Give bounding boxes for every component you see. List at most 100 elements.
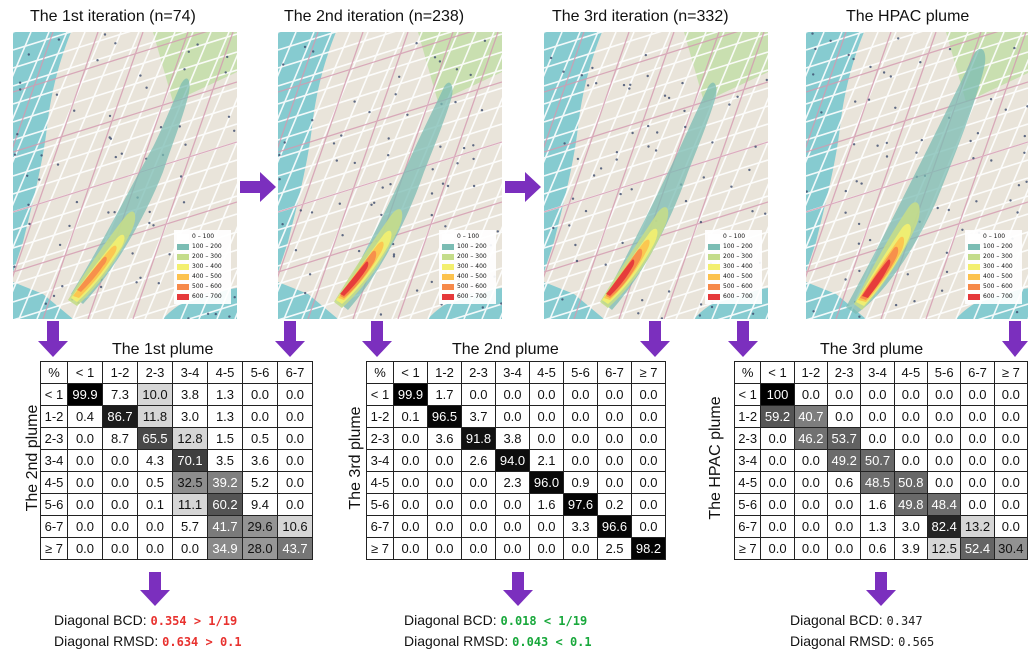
- matrix-col-header: 3-4: [495, 361, 530, 384]
- matrix-header-row: % < 1 1-2 2-3 3-4 4-5 5-6 6-7 ≥ 7: [366, 361, 666, 384]
- matrix-cell: 59.2: [760, 405, 795, 428]
- matrix-cell: 0.0: [137, 537, 173, 560]
- matrix-ylabel-3: The HPAC plume: [707, 396, 724, 520]
- matrix-cell: 0.0: [960, 383, 995, 406]
- legend-item: 0 – 100: [968, 232, 1020, 242]
- matrix-cell: 1.3: [860, 515, 895, 538]
- legend-item: 400 – 500: [968, 272, 1020, 282]
- matrix-row: ≥ 7 0.0 0.0 0.0 0.0 34.9 28.0 43.7: [40, 537, 313, 560]
- matrix-cell: 0.0: [793, 383, 829, 406]
- matrix-row-header: ≥ 7: [40, 537, 68, 560]
- legend-swatch: [442, 264, 454, 270]
- matrix-row-header: ≥ 7: [366, 537, 394, 560]
- legend-label: 300 – 400: [457, 263, 487, 270]
- matrix-cell: 0.0: [529, 515, 564, 538]
- matrix-cell: 0.0: [495, 405, 530, 428]
- matrix-col-header: < 1: [67, 361, 103, 384]
- down-arrow-icon: [140, 572, 170, 606]
- down-arrow-icon: [275, 321, 305, 357]
- matrix-cell: 91.8: [461, 427, 496, 450]
- bcd-label: Diagonal BCD:: [404, 612, 497, 628]
- matrix-cell: 0.0: [631, 405, 666, 428]
- legend-item: 500 – 600: [968, 282, 1020, 292]
- matrix-col-header: 1-2: [427, 361, 462, 384]
- plume-map-3: 0 – 100 100 – 200 200 – 300 300 – 400 400 – …: [544, 32, 768, 319]
- matrix-row-header: < 1: [40, 383, 68, 406]
- matrix-row-header: 2-3: [733, 427, 762, 450]
- matrix-cell: 0.0: [760, 537, 795, 560]
- matrix-row: 4-5 0.0 0.0 0.0 2.3 96.0 0.9 0.0 0.0: [366, 471, 666, 494]
- legend-item: 200 – 300: [177, 252, 229, 262]
- matrix-cell: 0.0: [461, 383, 496, 406]
- matrix-col-header: 6-7: [960, 361, 995, 384]
- map-title-3: The 3rd iteration (n=332): [552, 8, 729, 25]
- matrix-cell: 98.2: [631, 537, 666, 560]
- matrix-cell: 0.0: [495, 493, 530, 516]
- matrix-cell: 0.0: [860, 383, 895, 406]
- matrix-cell: 46.2: [793, 427, 829, 450]
- legend-item: 200 – 300: [442, 252, 494, 262]
- legend-label: 0 – 100: [983, 233, 1006, 240]
- legend-item: 400 – 500: [177, 272, 229, 282]
- matrix-cell: 0.0: [563, 427, 598, 450]
- matrix-row-header: 4-5: [366, 471, 394, 494]
- matrix-cell: 99.9: [393, 383, 428, 406]
- matrix-cell: 3.0: [893, 515, 929, 538]
- matrix-cell: 0.0: [631, 515, 666, 538]
- matrix-col-header: 6-7: [597, 361, 632, 384]
- legend-label: 100 – 200: [457, 243, 487, 250]
- legend-item: 0 – 100: [708, 232, 760, 242]
- matrix-cell: 0.0: [495, 515, 530, 538]
- matrix-cell: 0.0: [277, 383, 313, 406]
- legend-label: 600 – 700: [983, 293, 1013, 300]
- matrix-cell: 0.0: [597, 471, 632, 494]
- matrix-header-row: % < 1 1-2 2-3 3-4 4-5 5-6 6-7 ≥ 7: [733, 361, 1028, 384]
- matrix-cell: 3.0: [172, 405, 208, 428]
- matrix-cell: 0.0: [529, 383, 564, 406]
- map-legend: 0 – 100 100 – 200 200 – 300 300 – 400 400 – …: [439, 230, 496, 304]
- matrix-title-3: The 3rd plume: [820, 341, 924, 358]
- legend-item: 600 – 700: [442, 292, 494, 302]
- matrix-row: 2-3 0.0 3.6 91.8 3.8 0.0 0.0 0.0 0.0: [366, 427, 666, 450]
- matrix-cell: 4.3: [137, 449, 173, 472]
- matrix-cell: 7.3: [102, 383, 138, 406]
- matrix-cell: 0.0: [393, 471, 428, 494]
- matrix-cell: 0.0: [960, 493, 995, 516]
- matrix-cell: 1.7: [427, 383, 462, 406]
- matrix-row-header: 1-2: [40, 405, 68, 428]
- matrix-cell: 0.0: [277, 493, 313, 516]
- matrix-cell: 0.5: [242, 427, 278, 450]
- legend-swatch: [177, 264, 189, 270]
- matrix-cell: 3.6: [427, 427, 462, 450]
- map-legend: 0 – 100 100 – 200 200 – 300 300 – 400 400 – …: [705, 230, 762, 304]
- matrix-row: 2-3 0.0 8.7 65.5 12.8 1.5 0.5 0.0: [40, 427, 313, 450]
- right-arrow-icon: [505, 172, 541, 202]
- map-title-4: The HPAC plume: [846, 8, 970, 25]
- legend-swatch: [968, 284, 980, 290]
- matrix-cell: 0.0: [102, 471, 138, 494]
- matrix-row-header: 1-2: [733, 405, 762, 428]
- matrix-cell: 40.7: [793, 405, 829, 428]
- matrix-cell: 0.0: [461, 515, 496, 538]
- matrix-cell: 13.2: [960, 515, 995, 538]
- matrix-cell: 0.0: [993, 471, 1028, 494]
- matrix-row-header: 3-4: [733, 449, 762, 472]
- matrix-col-header: 4-5: [529, 361, 564, 384]
- matrix-cell: 0.0: [563, 383, 598, 406]
- matrix-cell: 1.6: [529, 493, 564, 516]
- matrix-cell: 2.6: [461, 449, 496, 472]
- matrix-row: 2-3 0.0 46.2 53.7 0.0 0.0 0.0 0.0 0.0: [733, 427, 1028, 450]
- bcd-label: Diagonal BCD:: [790, 612, 883, 628]
- matrix-cell: 0.0: [393, 427, 428, 450]
- legend-item: 400 – 500: [708, 272, 760, 282]
- legend-label: 500 – 600: [723, 283, 753, 290]
- matrix-cell: 0.0: [427, 537, 462, 560]
- matrix-col-header: < 1: [760, 361, 795, 384]
- legend-swatch: [708, 234, 720, 240]
- matrix-cell: 0.0: [760, 493, 795, 516]
- legend-item: 300 – 400: [177, 262, 229, 272]
- matrix-cell: 0.6: [827, 471, 862, 494]
- matrix-col-header: 3-4: [172, 361, 208, 384]
- matrix-row: 6-7 0.0 0.0 0.0 1.3 3.0 82.4 13.2 0.0: [733, 515, 1028, 538]
- matrix-cell: 70.1: [172, 449, 208, 472]
